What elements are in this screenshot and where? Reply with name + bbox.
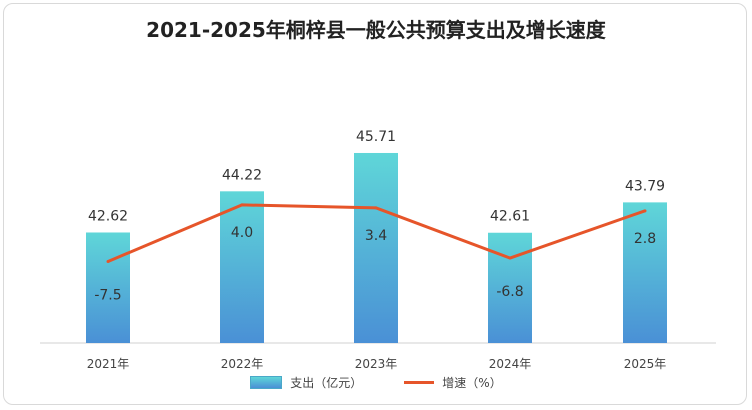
bar-5: [623, 202, 667, 343]
line-value-label: 2.8: [634, 231, 656, 247]
line-point: [508, 256, 512, 260]
x-tick-label: 2023年: [355, 357, 398, 371]
line-value-label: -7.5: [94, 288, 121, 304]
x-tick-label: 2021年: [87, 357, 130, 371]
legend-swatch-bar: [250, 376, 283, 389]
line-value-label: 4.0: [231, 225, 253, 241]
line-point: [240, 203, 244, 207]
chart-title: 2021-2025年桐梓县一般公共预算支出及增长速度: [146, 18, 606, 42]
x-tick-label: 2022年: [221, 357, 264, 371]
line-value-label: 3.4: [365, 228, 387, 244]
line-point: [106, 260, 110, 263]
x-tick-label: 2024年: [489, 357, 532, 371]
bar-1: [86, 232, 130, 343]
legend-swatch-line: [404, 381, 435, 384]
legend-item-bar: 支出（亿元）: [250, 374, 362, 391]
x-tick-label: 2025年: [624, 357, 667, 371]
bar-3: [354, 152, 398, 343]
bar-2: [220, 191, 264, 343]
bar-value-label: 42.62: [88, 208, 128, 224]
line-value-label: -6.8: [496, 284, 523, 300]
legend-label-bar: 支出（亿元）: [290, 376, 363, 390]
bar-value-label: 45.71: [356, 129, 396, 145]
line-point: [643, 209, 647, 213]
bar-value-label: 42.61: [490, 209, 530, 225]
legend-item-line: 增速（%）: [404, 374, 502, 391]
line-point: [374, 206, 378, 210]
bar-value-label: 44.22: [222, 167, 262, 183]
legend-label-line: 增速（%）: [442, 376, 502, 390]
chart-frame: [3, 3, 747, 405]
bar-value-label: 43.79: [625, 178, 665, 194]
legend: 支出（亿元） 增速（%）: [0, 374, 752, 391]
